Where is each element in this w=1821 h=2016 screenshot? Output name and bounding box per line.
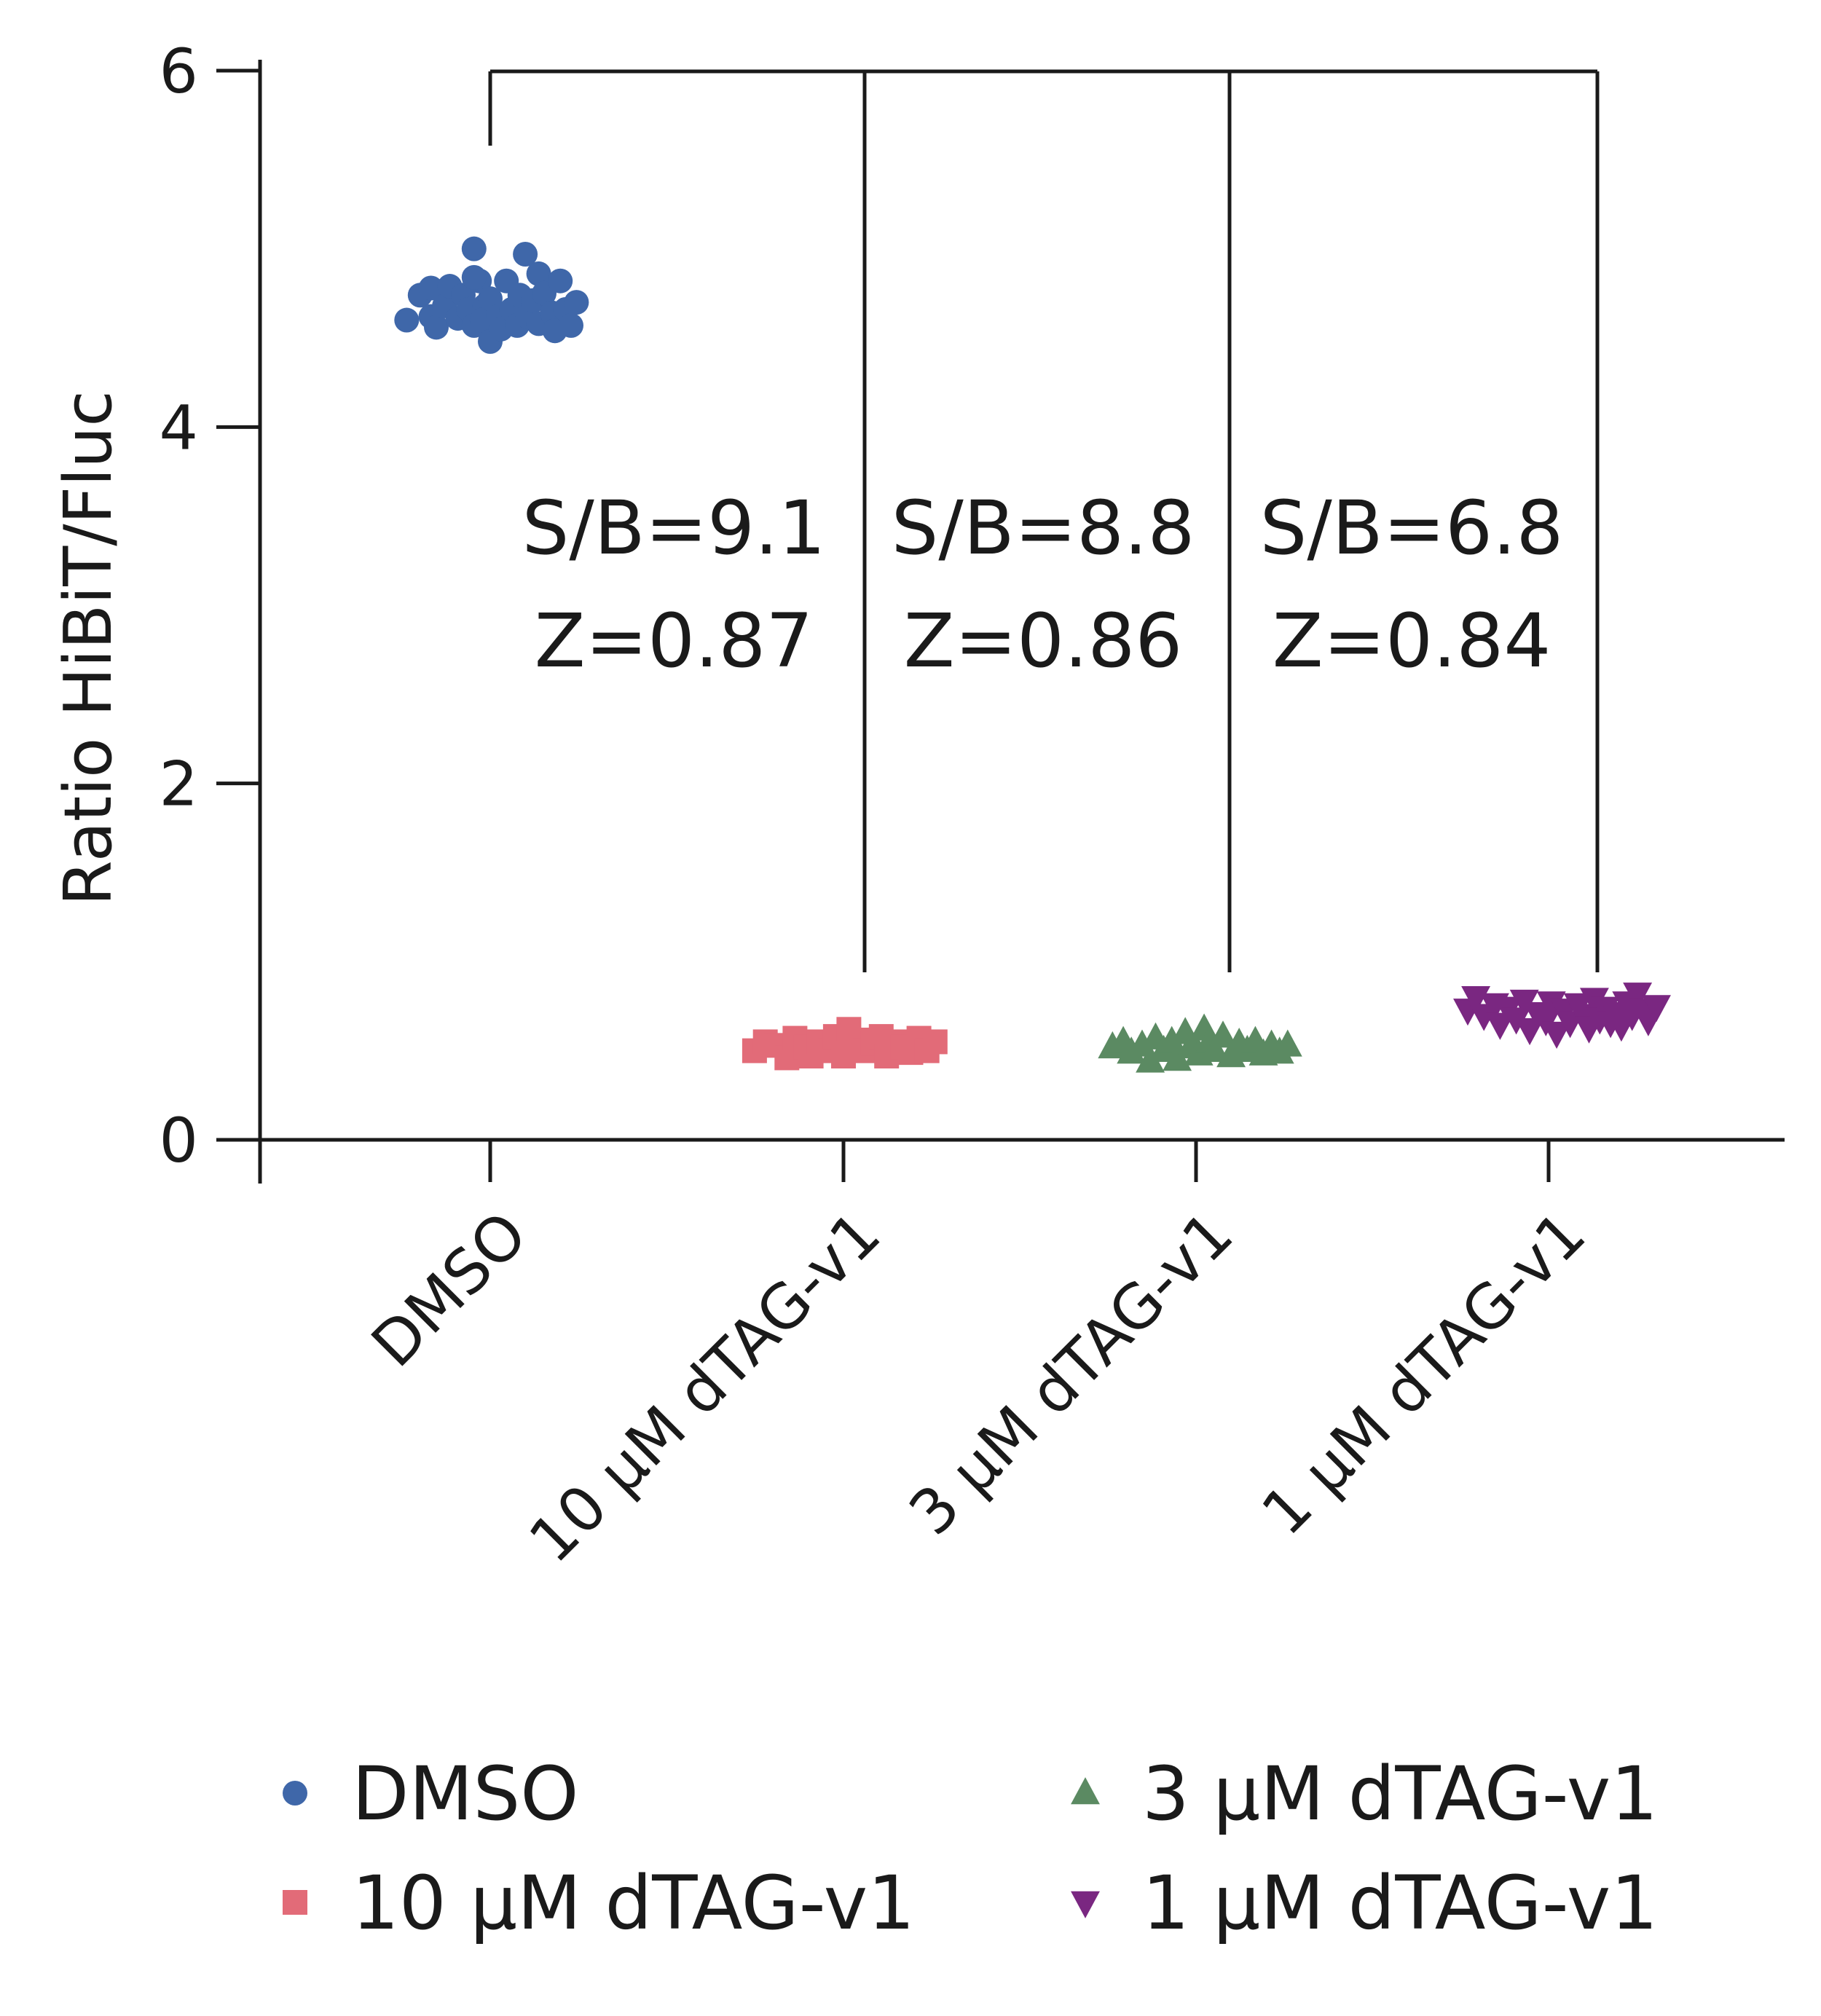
legend-label: 3 µM dTAG-v1: [1142, 1751, 1658, 1838]
data-point-circle: [424, 315, 449, 340]
z-annotation: Z=0.86: [904, 598, 1182, 685]
legend-marker-circle: [283, 1781, 307, 1806]
legend-marker-square: [283, 1890, 307, 1915]
y-tick-label: 2: [160, 749, 198, 820]
data-point-triangle-down: [1642, 995, 1671, 1023]
z-annotation: Z=0.84: [1273, 598, 1551, 685]
comparison-brackets: S/B=9.1 Z=0.87 S/B=8.8 Z=0.86 S/B=6.8 Z=0.84: [488, 69, 1600, 972]
data-point-circle: [461, 236, 487, 261]
legend-item: 10 µM dTAG-v1: [283, 1860, 915, 1947]
legend-marker-triangle-up: [1071, 1777, 1100, 1805]
legend-label: DMSO: [352, 1751, 579, 1838]
data-point-triangle-up: [1157, 1025, 1187, 1053]
x-tick-label: 3 µM dTAG-v1: [895, 1198, 1246, 1549]
data-point-circle: [394, 307, 420, 333]
y-ticks: 0 2 4 6: [160, 36, 260, 1176]
data-point-circle: [526, 261, 551, 286]
sb-annotation: S/B=9.1: [522, 485, 826, 572]
y-tick-label: 4: [160, 392, 198, 463]
data-point-circle: [548, 268, 573, 294]
x-tick-label: 1 µM dTAG-v1: [1248, 1198, 1599, 1549]
data-point-triangle-down: [1542, 1021, 1572, 1050]
data-point-triangle-down: [1536, 991, 1566, 1019]
data-point-square: [922, 1029, 948, 1055]
data-point-circle: [559, 312, 583, 338]
legend-item: 3 µM dTAG-v1: [1071, 1751, 1658, 1838]
data-point-triangle-up: [1273, 1029, 1302, 1057]
series-group: [742, 1017, 948, 1071]
series-group: [394, 236, 589, 354]
data-point-triangle-up: [1200, 1034, 1230, 1062]
x-tick-label: DMSO: [358, 1198, 540, 1381]
series-group: [1453, 983, 1671, 1050]
data-point-circle: [513, 242, 538, 267]
data-point-triangle-down: [1461, 985, 1491, 1014]
data-point-circle: [461, 264, 487, 290]
legend-marker-triangle-down: [1071, 1891, 1100, 1918]
series-group: [1098, 1013, 1302, 1073]
data-point-circle: [564, 290, 589, 315]
legend-item: 1 µM dTAG-v1: [1071, 1860, 1658, 1947]
data-point-triangle-down: [1623, 983, 1653, 1010]
sb-annotation: S/B=8.8: [892, 485, 1195, 572]
y-axis-label: Ratio HiBiT/Fluc: [50, 390, 127, 906]
x-tick-label: 10 µM dTAG-v1: [516, 1198, 894, 1576]
legend-label: 1 µM dTAG-v1: [1142, 1860, 1658, 1947]
z-annotation: Z=0.87: [535, 598, 813, 685]
data-points: [394, 236, 1671, 1073]
legend: DMSO 10 µM dTAG-v1 3 µM dTAG-v1 1 µM dTAG-v…: [283, 1751, 1658, 1947]
data-point-triangle-up: [1208, 1020, 1238, 1048]
data-point-circle: [418, 275, 444, 301]
sb-annotation: S/B=6.8: [1260, 485, 1564, 572]
data-point-triangle-up: [1136, 1045, 1165, 1073]
y-tick-label: 6: [160, 36, 198, 107]
legend-item: DMSO: [283, 1751, 579, 1838]
legend-label: 10 µM dTAG-v1: [352, 1860, 915, 1947]
y-tick-label: 0: [160, 1105, 198, 1176]
